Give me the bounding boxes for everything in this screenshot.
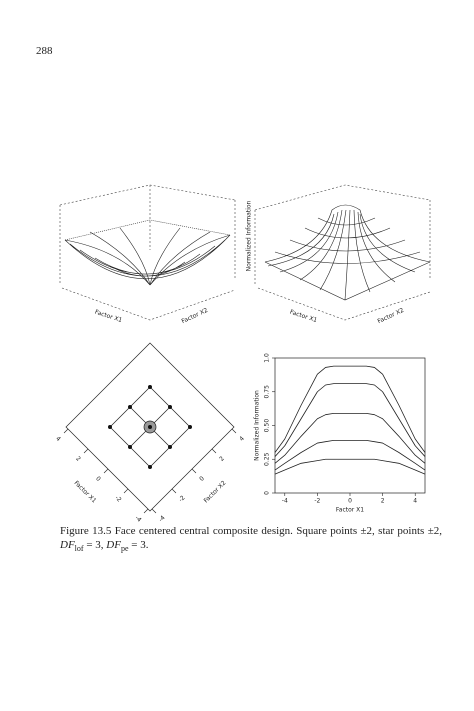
caption-df: DF — [106, 539, 121, 551]
series-line — [274, 412, 426, 464]
y-tick-label: 0 — [264, 491, 271, 495]
plot-frame — [65, 342, 235, 512]
y-tick-label: 4 — [238, 435, 246, 443]
surface-edge — [64, 219, 231, 241]
plot-frame — [274, 357, 426, 494]
series-line — [274, 439, 426, 471]
surface-plot-right: Normalized Information Factor X1 Factor … — [246, 184, 431, 325]
x-tick-label: -2 — [314, 498, 320, 505]
design-point — [188, 425, 192, 429]
caption-df-sub: lof — [74, 544, 84, 554]
x-tick-label: 0 — [348, 498, 352, 505]
y-tick — [151, 508, 157, 514]
y-tick-label: 0.25 — [264, 452, 271, 466]
design-point — [168, 445, 172, 449]
x-tick-label: -4 — [133, 514, 142, 523]
caption-df-value: = 3, — [86, 539, 104, 551]
x-tick — [123, 488, 129, 494]
x-axis-label: Factor X1 — [336, 507, 364, 514]
x-tick — [143, 508, 149, 514]
design-point — [148, 425, 152, 429]
x-tick-label: 2 — [381, 498, 385, 505]
x-tick-label: -4 — [282, 498, 288, 505]
y-tick — [171, 488, 177, 494]
series-line — [274, 458, 426, 475]
caption-df-sub: pe — [120, 544, 129, 554]
caption-df: DF — [60, 539, 75, 551]
plot-box — [59, 184, 236, 285]
caption-label: Figure 13.5 — [60, 525, 112, 537]
design-point — [148, 385, 152, 389]
x-tick-label: 4 — [54, 435, 62, 443]
series-line — [274, 383, 426, 457]
y-axis-label: Factor X2 — [203, 479, 228, 504]
design-point — [108, 425, 112, 429]
x-tick-label: 0 — [94, 475, 102, 483]
y-tick-label: 0.50 — [264, 419, 271, 433]
y-tick-label: 0 — [198, 475, 206, 483]
caption: Figure 13.5 Face centered central compos… — [60, 524, 442, 556]
x-tick — [103, 468, 109, 474]
series-line — [274, 365, 426, 453]
y-tick — [191, 468, 197, 474]
surface-plot-left: Factor X1 Factor X2 — [59, 184, 236, 325]
y-tick-label: 2 — [218, 455, 226, 463]
plot-box — [257, 287, 431, 321]
axis-label: Factor X1 — [289, 309, 318, 324]
axis-label: Factor X2 — [377, 307, 406, 325]
x-tick-label: 2 — [74, 455, 82, 463]
x-tick-label: -2 — [113, 494, 122, 503]
plot-box — [61, 287, 236, 321]
caption-df-value: = 3. — [131, 539, 149, 551]
design-point — [148, 465, 152, 469]
x-tick-label: 4 — [413, 498, 417, 505]
design-point — [168, 405, 172, 409]
surface-mesh — [64, 227, 231, 286]
axis-label: Factor X2 — [181, 307, 210, 325]
surface-mesh — [264, 217, 431, 301]
y-tick-label: -4 — [157, 514, 166, 523]
design-point — [128, 445, 132, 449]
y-tick-label: 0.75 — [264, 385, 271, 399]
caption-text: Face centered central composite design. … — [114, 525, 442, 537]
x-tick — [83, 448, 89, 454]
plot-box — [254, 184, 431, 285]
y-tick-label: -2 — [177, 494, 186, 503]
axis-label: Factor X1 — [94, 309, 123, 324]
y-tick-label: 1.0 — [264, 353, 271, 363]
y-tick — [211, 448, 217, 454]
x-tick — [63, 428, 69, 434]
y-tick — [231, 428, 237, 434]
surface-mesh — [64, 234, 231, 280]
axis-label: Normalized Information — [246, 200, 253, 271]
design-point — [128, 405, 132, 409]
y-axis-label: Normalized Information — [254, 390, 261, 461]
surface-mesh — [264, 204, 431, 301]
page-number: 288 — [36, 45, 53, 57]
x-axis-label: Factor X1 — [73, 480, 98, 505]
